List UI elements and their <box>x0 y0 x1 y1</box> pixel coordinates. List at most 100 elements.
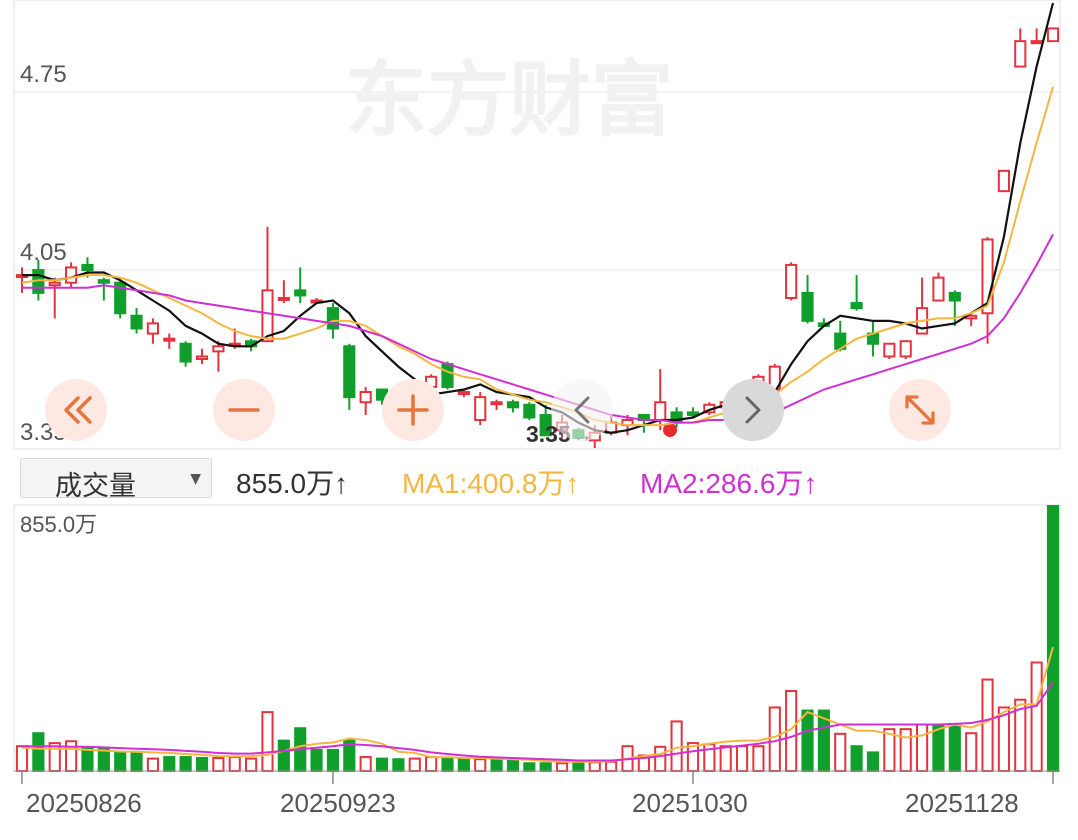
volume-bar <box>719 745 732 772</box>
volume-bar <box>670 720 683 773</box>
chevron-down-icon: ▼ <box>190 471 201 487</box>
scroll-left-button[interactable] <box>45 379 107 441</box>
candle-body <box>654 401 667 422</box>
volume-bar <box>866 751 880 772</box>
watermark: 东方财富 <box>345 53 673 148</box>
volume-bar <box>1030 661 1043 772</box>
volume-bar <box>81 746 94 773</box>
candle-body <box>261 289 274 343</box>
volume-bar <box>392 758 405 773</box>
zoom-in-button[interactable] <box>382 379 444 441</box>
candle-body <box>130 314 143 330</box>
candle-body <box>932 276 945 302</box>
date-label-4: 20251128 <box>905 788 1019 818</box>
volume-bar <box>506 758 520 773</box>
date-axis: 20250826 20250923 20251030 20251128 <box>21 771 1054 818</box>
candle-body <box>65 266 78 284</box>
candle-body <box>457 391 470 396</box>
volume-bar <box>32 732 45 772</box>
price-ma-line-2 <box>21 86 1054 427</box>
candle-body <box>506 401 520 409</box>
candle-body <box>195 355 209 361</box>
candle-body <box>686 411 700 416</box>
volume-bar <box>130 750 143 773</box>
volume-bar <box>474 758 487 773</box>
candle-body <box>850 302 863 310</box>
fullscreen-button[interactable] <box>889 379 951 441</box>
next-button[interactable] <box>722 379 784 441</box>
candle-body <box>948 291 961 302</box>
price-ma-line-3 <box>22 233 1054 424</box>
prev-button[interactable] <box>551 379 613 441</box>
date-label-2: 20250923 <box>280 788 396 818</box>
volume-bar <box>212 756 225 773</box>
volume-bar <box>441 756 454 773</box>
candle-body <box>883 342 896 358</box>
volume-bar <box>801 709 814 772</box>
candle-body <box>523 403 536 419</box>
volume-bar <box>605 760 618 773</box>
candle-body <box>539 413 552 437</box>
candle-body <box>146 322 159 335</box>
volume-bar <box>359 756 372 772</box>
volume-bar <box>310 748 323 772</box>
candle-body <box>326 307 340 330</box>
date-label-1: 20250826 <box>26 788 142 818</box>
volume-bar <box>768 706 781 772</box>
candle-body <box>81 263 94 271</box>
volume-ma2-line <box>22 681 1054 762</box>
candle-body <box>359 391 372 404</box>
candle-body <box>343 345 356 399</box>
moving-average-lines <box>21 2 1055 434</box>
price-label-high: 4.75 <box>20 61 67 88</box>
zoom-in-icon <box>397 394 429 426</box>
volume-bar <box>735 745 749 772</box>
price-ma-line-1 <box>22 2 1055 434</box>
candle-body <box>294 289 307 297</box>
volume-max-label: 855.0万 <box>20 512 97 537</box>
volume-legend-ma1: MA1:400.8万↑ <box>402 468 580 499</box>
candle-body <box>490 401 503 406</box>
volume-bar <box>375 757 389 773</box>
volume-bar <box>588 761 601 773</box>
candle-body <box>1030 40 1043 45</box>
volume-bar <box>981 678 994 773</box>
candle-body <box>441 363 454 388</box>
volume-bar <box>834 732 847 772</box>
zoom-out-button[interactable] <box>213 379 275 441</box>
low-marker-dot <box>663 423 677 437</box>
fullscreen-icon <box>905 395 935 425</box>
volume-bar <box>245 757 258 773</box>
price-panel-frame <box>13 0 1061 450</box>
volume-bar <box>326 748 340 772</box>
next-icon <box>745 396 761 424</box>
volume-bar <box>408 757 421 773</box>
volume-bar <box>965 732 978 772</box>
candle-body <box>474 396 487 422</box>
volume-bar <box>1046 505 1060 772</box>
candle-body <box>801 291 814 322</box>
volume-bar <box>555 762 569 773</box>
volume-legend-ma2: MA2:286.6万↑ <box>640 468 818 499</box>
candle-body <box>114 281 127 315</box>
volume-ma-lines <box>21 646 1054 763</box>
volume-bar-series <box>15 505 1060 773</box>
indicator-select[interactable]: 成交量 ▼ <box>20 458 212 501</box>
volume-bar <box>752 745 765 772</box>
volume-legend-vol: 855.0万↑ <box>236 468 349 499</box>
candle-body <box>163 337 176 342</box>
prev-icon <box>574 396 590 424</box>
volume-bar <box>114 750 127 773</box>
scroll-left-icon <box>64 396 92 424</box>
volume-bar <box>179 756 192 772</box>
volume-bar <box>654 745 667 773</box>
volume-bar <box>228 756 241 772</box>
date-label-3: 20251030 <box>632 788 748 818</box>
candle-body <box>899 340 912 358</box>
volume-bar <box>163 756 176 772</box>
volume-header: 成交量 ▼ 855.0万↑ MA1:400.8万↑ MA2:286.6万↑ <box>0 456 1078 504</box>
candle-body <box>212 345 225 353</box>
candle-body <box>48 281 61 287</box>
volume-bar <box>261 711 274 772</box>
